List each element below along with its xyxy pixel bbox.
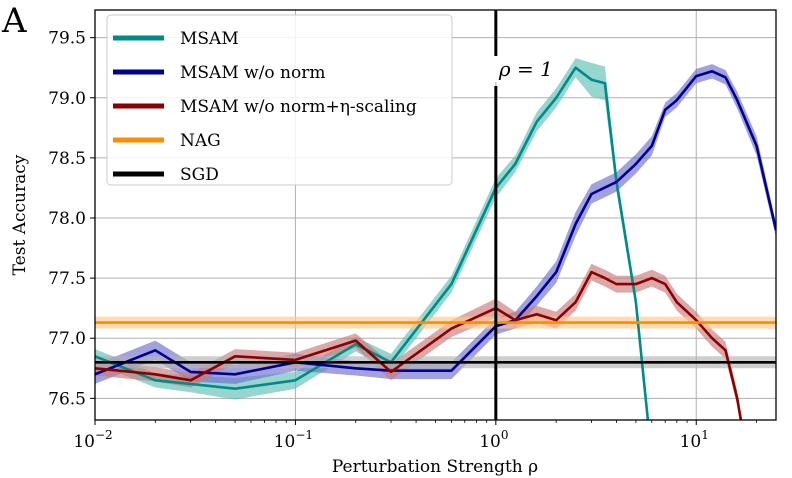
y-tick-label-0: 76.5 (48, 389, 86, 409)
y-axis-label: Test Accuracy (10, 154, 30, 275)
legend: MSAM MSAM w/o norm MSAM w/o norm+η-scaling… (106, 14, 453, 186)
legend-label-2: MSAM w/o norm+η-scaling (180, 97, 417, 117)
x-tick-label-2: 100 (479, 428, 508, 452)
legend-label-0: MSAM (180, 29, 239, 49)
vline-label-background (477, 56, 542, 82)
reference-line: ρ = 1 (477, 10, 553, 420)
x-tick-label-0: 10−2 (73, 428, 112, 452)
legend-label-3: NAG (180, 131, 221, 151)
legend-label-1: MSAM w/o norm (180, 63, 326, 83)
vline-label: ρ = 1 (498, 57, 553, 81)
series-line-0 (95, 66, 650, 420)
x-axis-label: Perturbation Strength ρ (332, 457, 538, 477)
y-tick-label-2: 77.5 (48, 269, 86, 289)
series-lines (95, 66, 776, 420)
panel-label: A (1, 1, 27, 41)
y-tick-label-1: 77.0 (48, 329, 86, 349)
series-band-1 (95, 64, 776, 384)
y-tick-label-5: 79.0 (48, 89, 86, 109)
y-tick-label-6: 79.5 (48, 29, 86, 49)
legend-box (106, 14, 453, 186)
y-tick-label-4: 78.5 (48, 149, 86, 169)
x-tick-label-1: 10−1 (274, 428, 313, 452)
legend-label-4: SGD (180, 165, 219, 185)
series-line-2 (95, 270, 743, 420)
x-tick-label-3: 101 (680, 428, 709, 452)
axis-ticks: 10−2 10−1 100 101 76.5 77.0 77.5 78.0 78.5 79.0 79… (48, 29, 757, 452)
y-tick-label-3: 78.0 (48, 209, 86, 229)
